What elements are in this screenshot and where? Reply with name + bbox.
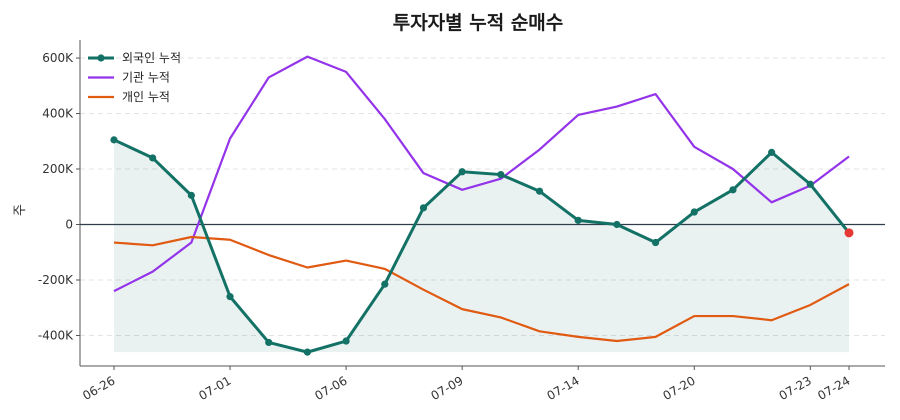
last-point-marker	[844, 228, 854, 238]
x-tick-label: 07-06	[312, 373, 349, 403]
data-point	[187, 191, 195, 199]
data-point	[535, 187, 544, 195]
series-line-2	[113, 235, 850, 343]
x-tick-label: 07-01	[196, 373, 233, 403]
legend-marker	[97, 54, 105, 62]
y-tick-label: 400K	[42, 107, 74, 121]
legend-label: 기관 누적	[122, 71, 170, 85]
data-point	[265, 338, 273, 347]
data-point	[613, 220, 621, 229]
x-tick-label: 07-09	[428, 373, 465, 403]
y-tick-label: 600K	[42, 51, 74, 65]
y-tick-label: 0	[65, 218, 73, 232]
series-markers	[110, 136, 854, 356]
x-tick-label: 06-26	[80, 373, 117, 403]
x-tick-labels: 06-26 07-01 07-06 07-09 07-14 07-20 07-23 07-24	[80, 373, 852, 403]
gridlines	[80, 57, 885, 336]
data-point	[651, 238, 660, 247]
x-tick-label: 07-24	[815, 373, 852, 403]
data-point	[806, 180, 814, 188]
series-lines	[113, 55, 851, 354]
data-point	[149, 154, 157, 162]
axes	[76, 40, 885, 370]
data-point	[303, 348, 312, 356]
data-point	[419, 204, 428, 212]
y-tick-labels: 600K 400K 200K 0 -200K -400K	[38, 51, 74, 342]
data-point	[729, 186, 737, 194]
y-tick-label: 200K	[42, 162, 74, 176]
data-point	[690, 208, 698, 216]
legend-label: 외국인 누적	[122, 51, 181, 65]
data-point	[458, 168, 466, 176]
series-line-1	[113, 55, 850, 293]
data-point	[574, 216, 582, 224]
series-line-0	[113, 138, 851, 354]
data-point	[342, 337, 350, 345]
x-tick-label: 07-20	[661, 373, 698, 403]
y-tick-label: -200K	[38, 273, 74, 287]
x-tick-label: 07-14	[545, 373, 582, 403]
data-point	[768, 148, 776, 156]
data-point	[110, 136, 118, 144]
legend-label: 개인 누적	[122, 90, 170, 104]
data-point	[226, 293, 234, 301]
data-point	[497, 170, 505, 179]
y-tick-label: -400K	[38, 328, 74, 342]
foreign-area-fill	[114, 139, 849, 353]
chart-title: 투자자별 누적 순매수	[393, 12, 564, 34]
data-point	[381, 280, 389, 288]
y-axis-label: 주	[13, 204, 28, 216]
area-fill	[114, 139, 849, 353]
x-tick-label: 07-23	[777, 373, 814, 403]
